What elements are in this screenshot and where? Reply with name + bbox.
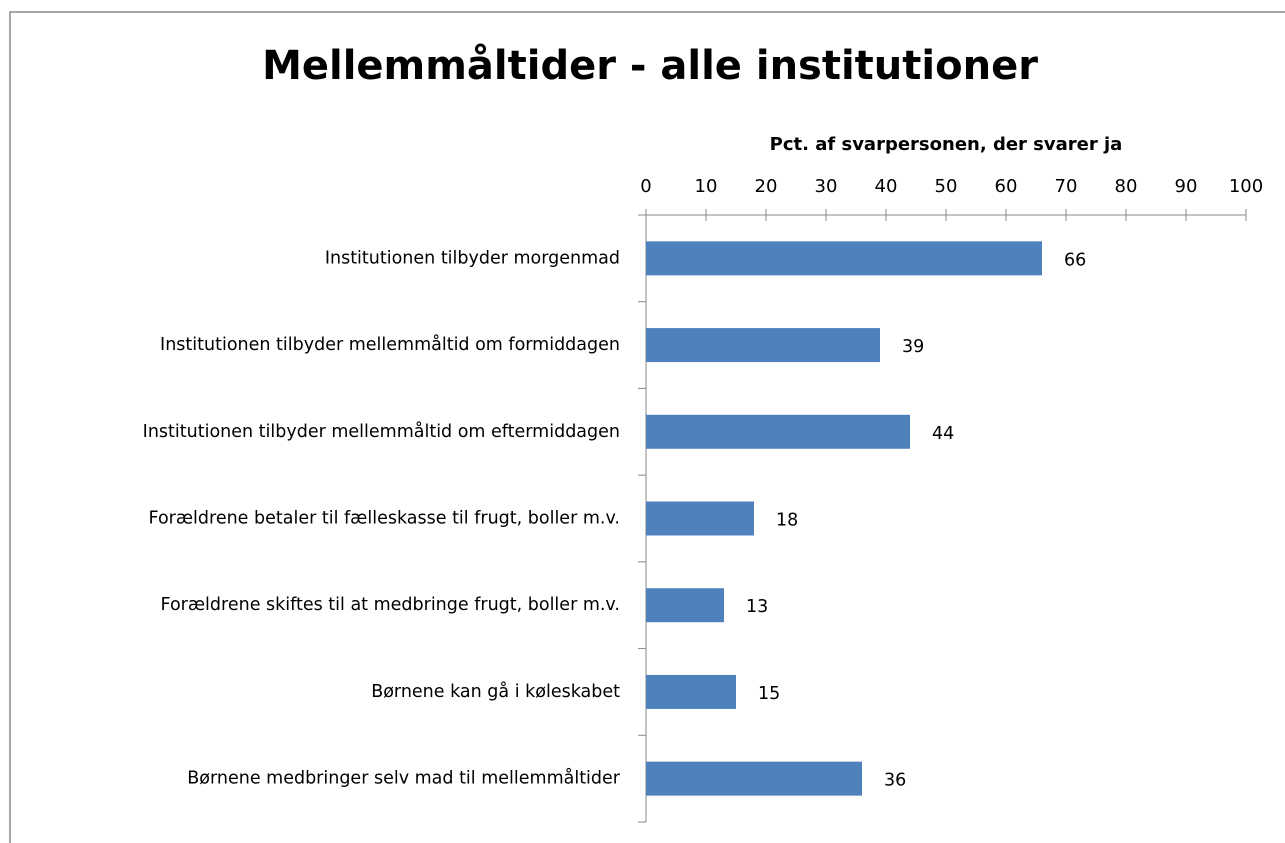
y-tick-label: Institutionen tilbyder mellemmåltid om e…: [143, 421, 620, 442]
value-label: 39: [902, 337, 924, 357]
y-tick-label: Børnene medbringer selv mad til mellemmå…: [187, 768, 621, 789]
value-label: 36: [884, 771, 906, 791]
x-tick-label: 80: [1115, 176, 1138, 197]
x-tick-label: 70: [1055, 176, 1078, 197]
bar: [646, 761, 862, 796]
value-label: 15: [758, 684, 780, 704]
x-tick-label: 30: [815, 176, 838, 197]
value-label: 18: [776, 511, 798, 531]
y-tick-label: Forældrene skiftes til at medbringe frug…: [161, 595, 620, 615]
value-label: 44: [932, 424, 954, 444]
x-tick-label: 20: [755, 176, 778, 197]
y-tick-label: Institutionen tilbyder mellemmåltid om f…: [160, 334, 620, 355]
bar: [646, 328, 880, 363]
bar: [646, 674, 736, 709]
x-tick-label: 90: [1175, 176, 1198, 197]
bar: [646, 588, 724, 623]
bar: [646, 241, 1042, 276]
y-tick-label: Børnene kan gå i køleskabet: [371, 681, 620, 702]
chart-title: Mellemmåltider - alle institutioner: [262, 42, 1038, 89]
y-tick-label: Institutionen tilbyder morgenmad: [325, 248, 620, 268]
bar: [646, 501, 754, 536]
x-tick-label: 60: [995, 176, 1018, 197]
value-label: 13: [746, 597, 768, 617]
y-tick-label: Forældrene betaler til fælleskasse til f…: [149, 509, 620, 529]
chart-border: [9, 11, 1285, 843]
x-tick-label: 0: [640, 176, 651, 197]
x-axis-title: Pct. af svarpersonen, der svarer ja: [770, 134, 1123, 155]
x-tick-label: 40: [875, 176, 898, 197]
x-tick-label: 10: [695, 176, 718, 197]
x-tick-label: 100: [1229, 176, 1263, 197]
bar: [646, 414, 910, 449]
x-tick-label: 50: [935, 176, 958, 197]
value-label: 66: [1064, 250, 1086, 270]
